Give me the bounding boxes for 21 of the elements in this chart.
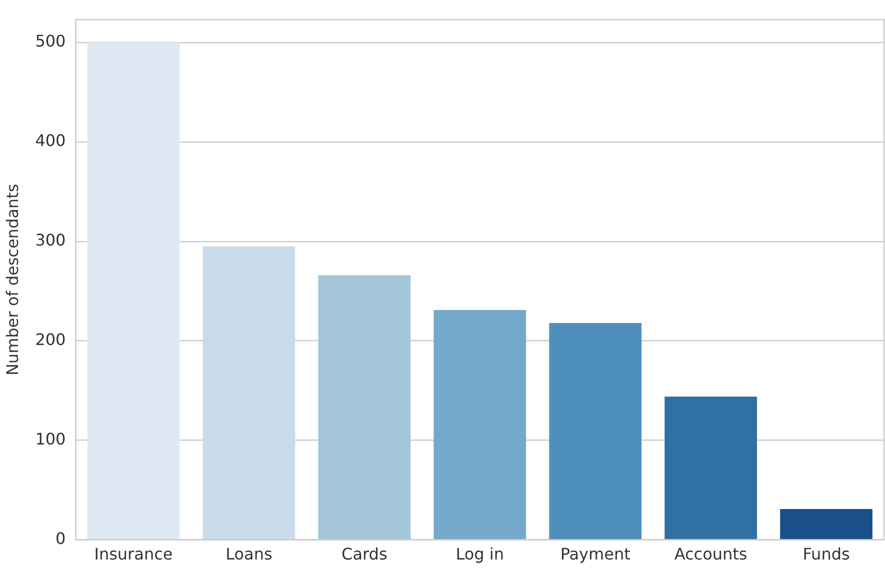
y-tick-label: 0	[56, 528, 66, 548]
bar	[434, 310, 526, 540]
x-tick-label: Payment	[560, 544, 630, 564]
y-tick-label: 300	[35, 230, 66, 250]
x-tick-label: Log in	[456, 544, 504, 564]
x-tick-label: Cards	[342, 544, 388, 564]
bar	[780, 508, 872, 540]
x-tick-label: Loans	[226, 544, 272, 564]
bar	[549, 322, 642, 540]
bar	[87, 42, 180, 540]
bar	[664, 396, 757, 540]
bar	[318, 275, 411, 540]
y-tick-label: 100	[35, 429, 66, 448]
x-tick-label: Insurance	[94, 544, 173, 564]
y-axis-title: Number of descendants	[2, 184, 22, 376]
x-tick-label: Accounts	[674, 544, 748, 564]
y-tick-label: 200	[35, 330, 66, 350]
bar	[202, 246, 296, 540]
y-tick-label: 400	[35, 131, 66, 150]
x-tick-label: Funds	[802, 544, 850, 564]
y-tick-label: 500	[35, 32, 66, 51]
